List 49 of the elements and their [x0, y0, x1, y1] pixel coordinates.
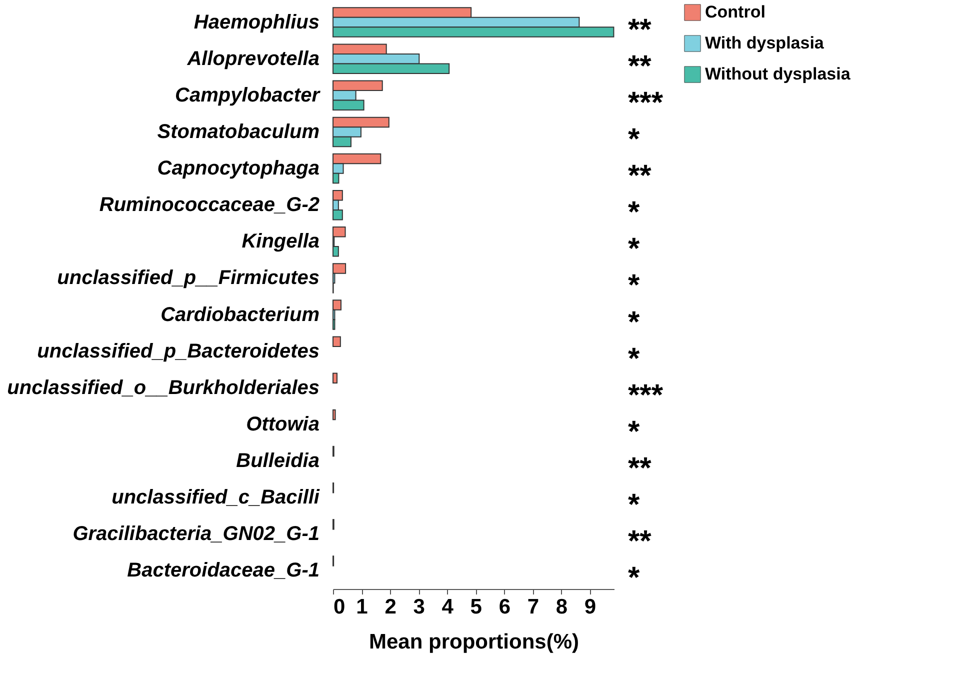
x-tick-label: 8: [556, 596, 568, 618]
x-tick-label: 2: [384, 596, 396, 618]
text: ***: [628, 86, 664, 120]
text: ***: [628, 378, 664, 412]
y-tick-label: Alloprevotella: [186, 48, 320, 70]
x-axis-title: Mean proportions(%): [369, 630, 579, 654]
y-tick-label: unclassified_p_Bacteroidetes: [37, 340, 320, 362]
x-tick-label: 9: [584, 596, 596, 618]
y-tick-label: Capnocytophaga: [157, 158, 320, 180]
y-tick-label: Cardiobacterium: [160, 304, 320, 326]
x-tick-label: 0: [334, 596, 346, 618]
text: **: [628, 525, 652, 558]
x-tick-label: 1: [356, 596, 368, 618]
legend-label: With dysplasia: [705, 34, 824, 52]
x-tick-label: 6: [498, 596, 511, 618]
y-tick-label: Gracilibacteria_GN02_G-1: [72, 523, 320, 546]
y-tick-label: Ottowia: [246, 413, 320, 436]
y-tick-label: Ruminococcaceae_G-2: [99, 194, 320, 216]
x-tick-label: 7: [527, 596, 540, 618]
y-tick-label: Stomatobaculum: [157, 120, 320, 143]
y-tick-label: Haemophlius: [194, 11, 320, 34]
y-tick-label: Campylobacter: [175, 84, 321, 106]
text: *: [628, 306, 640, 339]
text: *: [628, 562, 640, 595]
legend-label: Without dysplasia: [705, 64, 851, 84]
y-tick-label: unclassified_p__Firmicutes: [57, 267, 320, 290]
text: *: [628, 415, 640, 448]
bar: [332, 336, 341, 347]
text: **: [628, 160, 652, 193]
y-tick-label: Kingella: [242, 230, 320, 253]
y-tick-label: Bulleidia: [236, 450, 320, 472]
legend-label: Control: [705, 2, 766, 22]
text: *: [628, 122, 640, 156]
x-tick-label: 3: [413, 596, 425, 618]
y-tick-label: unclassified_c_Bacilli: [112, 486, 320, 509]
text: *: [628, 488, 640, 522]
text: *: [628, 269, 640, 302]
x-tick-label: 5: [470, 596, 482, 618]
bar: [332, 372, 338, 384]
x-tick-label: 4: [442, 596, 454, 618]
text: *: [628, 196, 640, 230]
text: **: [628, 50, 652, 83]
text: *: [628, 232, 640, 266]
bar: [332, 409, 336, 420]
text: **: [628, 452, 652, 486]
y-tick-label: unclassified_o__Burkholderiales: [7, 376, 320, 399]
text: *: [628, 342, 640, 376]
text: **: [628, 13, 652, 46]
y-tick-label: Bacteroidaceae_G-1: [127, 560, 320, 582]
